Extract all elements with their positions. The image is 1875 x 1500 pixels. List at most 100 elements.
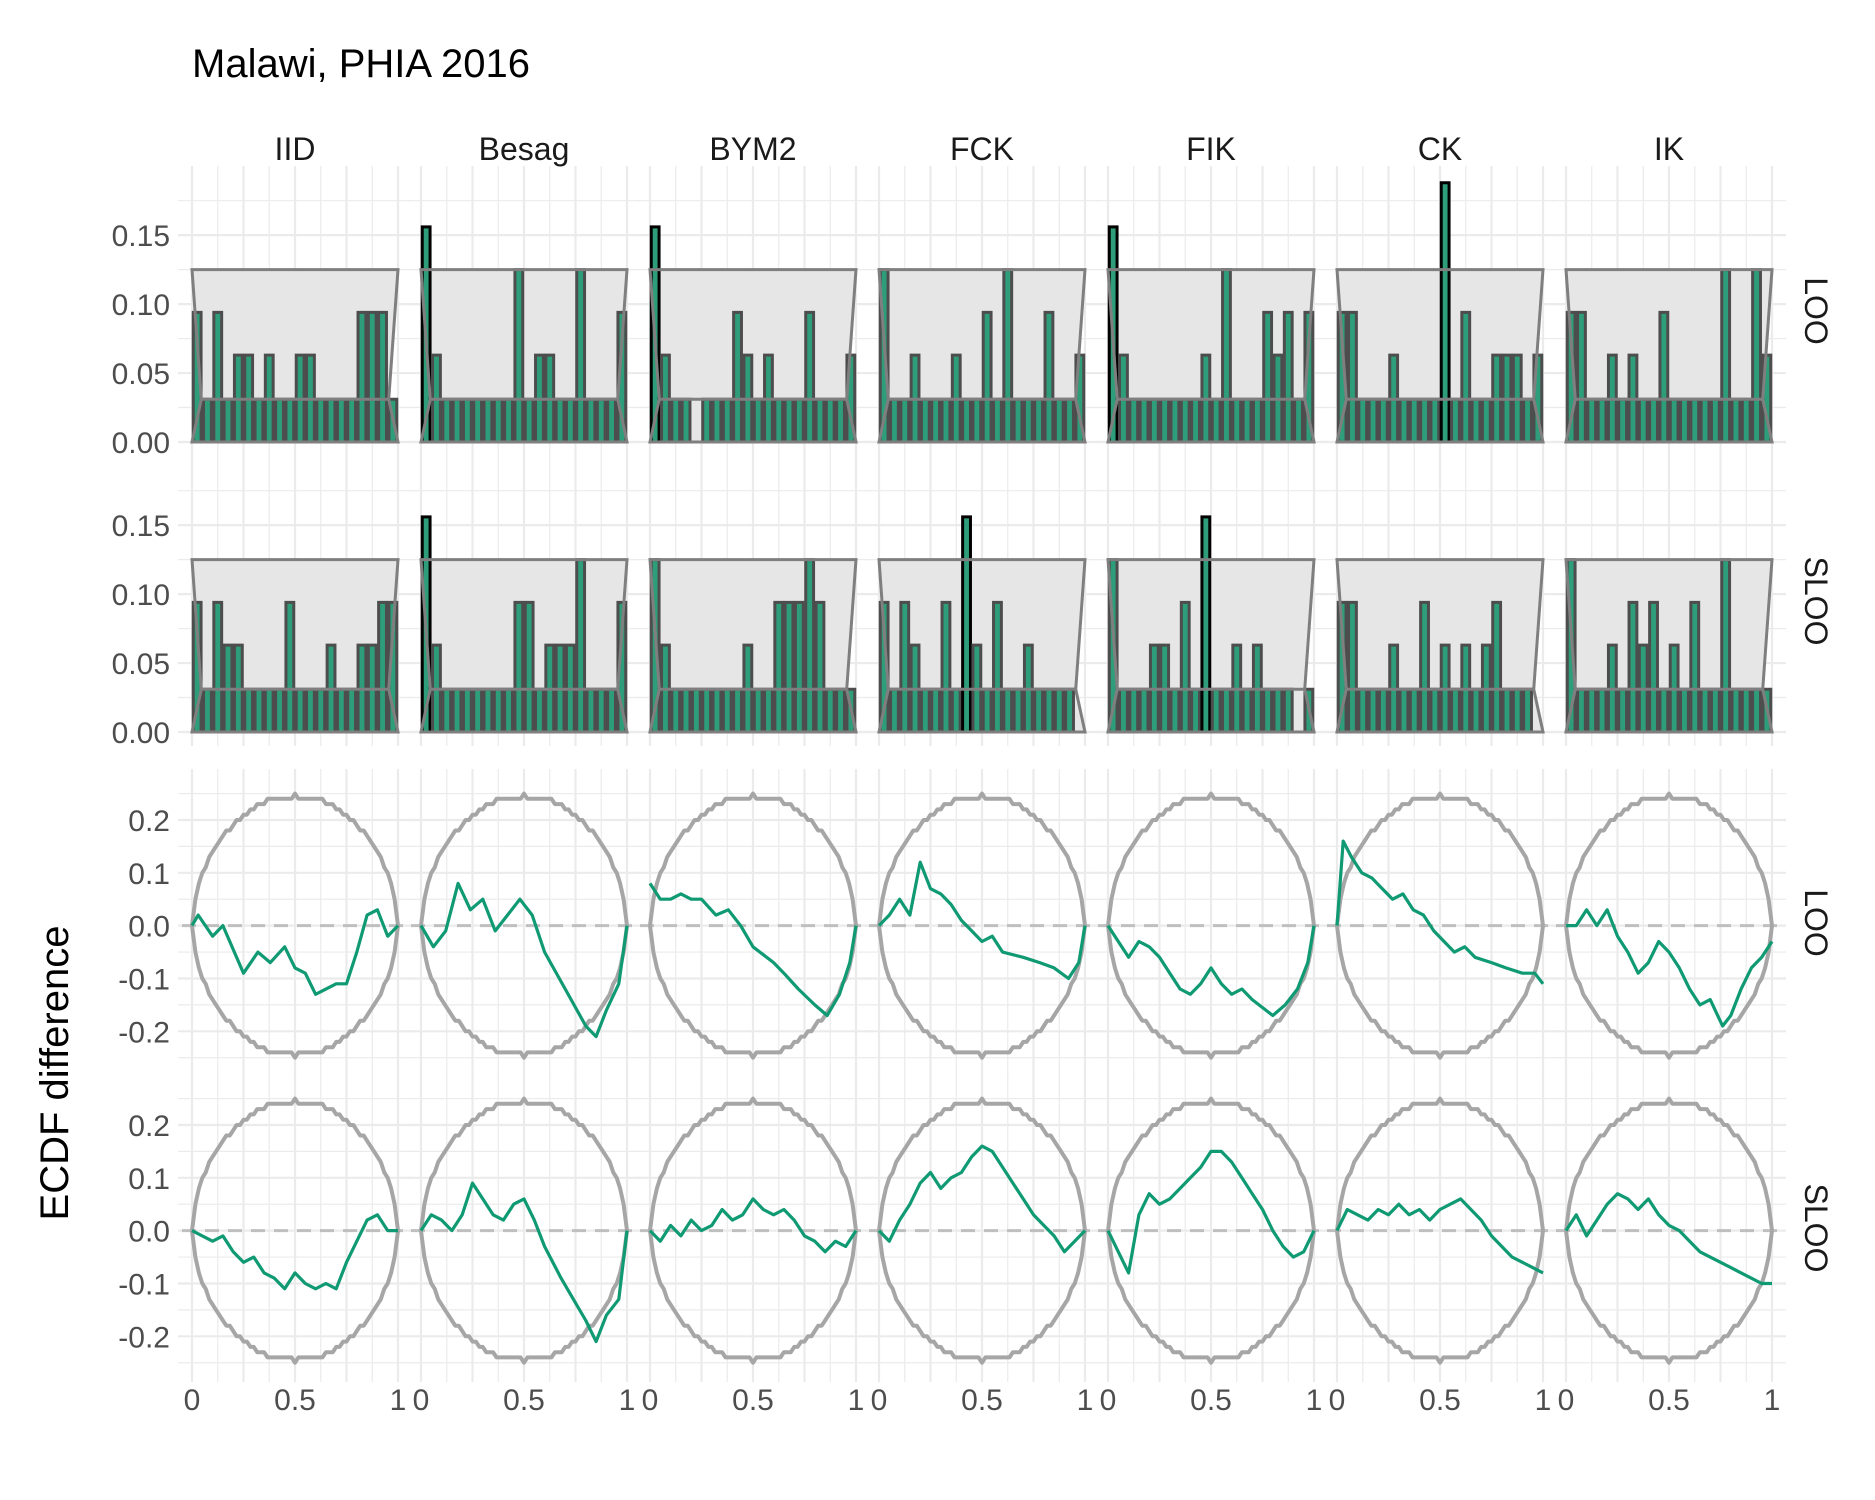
- y-tick-label: 0.2: [128, 805, 170, 838]
- y-tick-label: 0.00: [112, 427, 170, 460]
- histogram-bar: [212, 600, 224, 734]
- x-tick-label: 0: [1558, 1384, 1575, 1417]
- ecdf-difference-line: [877, 1144, 1087, 1254]
- ecdf-envelope-lower: [648, 1230, 858, 1365]
- ecdf-envelope-lower: [1335, 1230, 1545, 1365]
- panel-ecdf-sloo-besag: [407, 1074, 641, 1382]
- ecdf-envelope-upper: [877, 1096, 1087, 1231]
- histogram-bar: [1262, 687, 1274, 734]
- histogram-bar: [814, 600, 826, 734]
- histogram-bar: [575, 558, 587, 734]
- histogram-bar: [1720, 268, 1732, 444]
- x-tick-label: 0.5: [961, 1384, 1003, 1417]
- histogram-bar: [1586, 687, 1598, 734]
- histogram-bar: [1480, 397, 1492, 444]
- ecdf-difference-line: [648, 1197, 858, 1254]
- x-tick-label: 0: [642, 1384, 659, 1417]
- histogram-bar: [1367, 397, 1379, 444]
- histogram-bar: [1190, 397, 1201, 444]
- histogram-bar: [554, 397, 566, 444]
- ecdf-envelope-lower: [1106, 925, 1316, 1060]
- confidence-band-outline: [877, 268, 1087, 444]
- x-tick-label: 1: [1306, 1384, 1323, 1417]
- panel-ecdf-sloo-fck: [865, 1074, 1099, 1382]
- x-tick-label: 0: [871, 1384, 888, 1417]
- histogram-bar: [1282, 310, 1294, 444]
- histogram-bar: [274, 397, 285, 444]
- ecdf-envelope-upper: [419, 791, 629, 926]
- histogram-bar: [513, 268, 525, 444]
- histogram-bar: [1210, 687, 1222, 734]
- histogram-bar: [783, 397, 795, 444]
- confidence-band-outline: [190, 268, 400, 444]
- panels: IID Besag BYM2 FCK FIK CK IKLOO0.000.050.100.1…: [112, 131, 1834, 1417]
- histogram-bar: [1637, 397, 1649, 444]
- histogram-bar: [1169, 397, 1181, 444]
- histogram-bar: [1627, 600, 1639, 734]
- ecdf-envelope-lower: [419, 925, 629, 1060]
- x-tick-label: 0.5: [1419, 1384, 1461, 1417]
- histogram-bar: [721, 687, 733, 734]
- histogram-bar: [971, 397, 983, 444]
- x-tick-label: 1: [1077, 1384, 1094, 1417]
- histogram-bar: [793, 397, 805, 444]
- histogram-bar: [346, 397, 358, 444]
- histogram-bar: [1751, 687, 1762, 734]
- histogram-bar: [721, 397, 733, 444]
- histogram-bar: [1501, 687, 1513, 734]
- histogram-bar: [1200, 515, 1212, 734]
- panel-ecdf-loo-iid: [178, 769, 412, 1077]
- panel-hist-loo-fik: [1094, 166, 1328, 456]
- histogram-bar: [1617, 397, 1629, 444]
- histogram-bar: [253, 397, 265, 444]
- x-tick-label: 0: [1329, 1384, 1346, 1417]
- panel-ecdf-sloo-ck: [1323, 1074, 1557, 1382]
- x-tick-label: 0.5: [1648, 1384, 1690, 1417]
- histogram-bar: [1408, 687, 1420, 734]
- panel-ecdf-sloo-bym2: [636, 1074, 870, 1382]
- histogram-bar: [1408, 397, 1420, 444]
- histogram-bar: [992, 600, 1003, 734]
- x-tick-label: 0: [413, 1384, 430, 1417]
- histogram-bar: [335, 397, 347, 444]
- histogram-bar: [253, 687, 265, 734]
- x-tick-label: 1: [848, 1384, 865, 1417]
- histogram-bar: [1128, 687, 1140, 734]
- histogram-bar: [461, 397, 473, 444]
- ecdf-envelope-upper: [190, 1096, 400, 1231]
- histogram-bar: [1699, 397, 1711, 444]
- y-tick-label: 0.15: [112, 510, 170, 543]
- histogram-bar: [1419, 397, 1430, 444]
- histogram-bar: [366, 310, 378, 444]
- histogram-bar: [1429, 687, 1441, 734]
- histogram-bar: [335, 687, 347, 734]
- ecdf-envelope-lower: [877, 1230, 1087, 1365]
- histogram-bar: [930, 397, 942, 444]
- y-tick-label: 0.15: [112, 220, 170, 253]
- histogram-bar: [773, 397, 785, 444]
- histogram-bar: [711, 687, 723, 734]
- ecdf-envelope-lower: [419, 1230, 629, 1365]
- histogram-bar: [981, 310, 993, 444]
- histogram-bar: [606, 397, 617, 444]
- histogram-bar: [1064, 687, 1075, 734]
- histogram-bar: [377, 600, 388, 734]
- histogram-bar: [294, 687, 306, 734]
- histogram-bar: [835, 397, 846, 444]
- ecdf-difference-line: [419, 1181, 629, 1344]
- histogram-bar: [1751, 268, 1762, 444]
- histogram-bar: [1043, 687, 1055, 734]
- histogram-bar: [752, 687, 764, 734]
- histogram-bar: [1658, 310, 1670, 444]
- histogram-bar: [1419, 600, 1430, 734]
- facet-label-ik: IK: [1654, 131, 1684, 167]
- histogram-bar: [575, 268, 587, 444]
- histogram-bar: [274, 687, 285, 734]
- ecdf-envelope-upper: [648, 791, 858, 926]
- histogram-bar: [1398, 397, 1410, 444]
- facet-label-fik: FIK: [1186, 131, 1236, 167]
- histogram-bar: [461, 687, 473, 734]
- histogram-bar: [1002, 687, 1014, 734]
- y-tick-label: -0.1: [118, 963, 170, 996]
- panel-ecdf-sloo-fik: [1094, 1074, 1328, 1382]
